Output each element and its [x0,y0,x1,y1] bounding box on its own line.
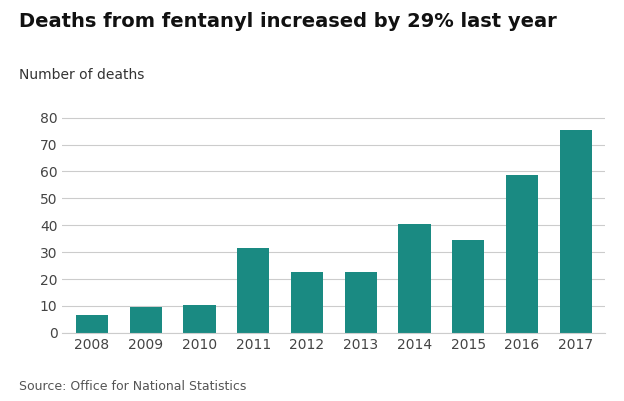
Bar [344,272,377,333]
Bar [291,272,323,333]
Bar [76,315,108,333]
Text: Source: Office for National Statistics: Source: Office for National Statistics [19,380,246,393]
Bar [183,305,215,333]
Bar [237,248,270,333]
Text: Number of deaths: Number of deaths [19,68,144,82]
Bar [506,176,538,333]
Bar [398,224,431,333]
Bar [452,240,484,333]
Bar [130,307,162,333]
Text: Deaths from fentanyl increased by 29% last year: Deaths from fentanyl increased by 29% la… [19,12,557,31]
Bar [560,130,592,333]
